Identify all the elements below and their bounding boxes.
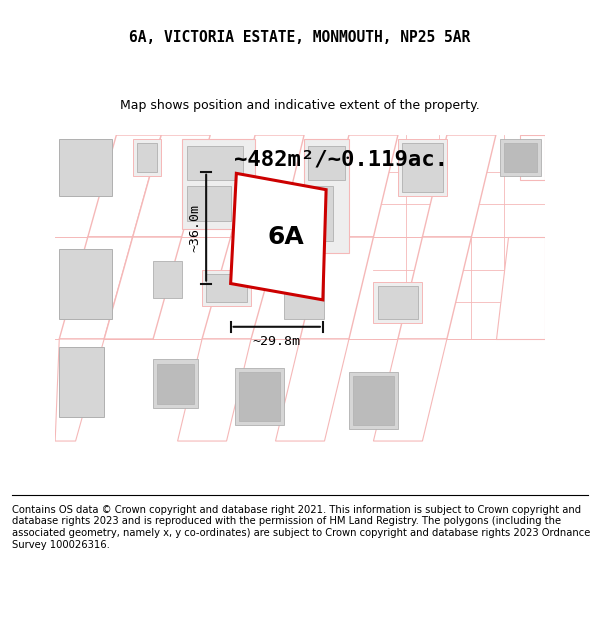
Polygon shape [202, 269, 251, 306]
Text: ~29.8m: ~29.8m [253, 335, 301, 348]
Polygon shape [153, 261, 182, 298]
Polygon shape [230, 135, 304, 237]
Polygon shape [133, 139, 161, 176]
Polygon shape [402, 143, 443, 192]
Polygon shape [59, 237, 133, 339]
Polygon shape [59, 347, 104, 416]
Polygon shape [88, 135, 161, 237]
Polygon shape [202, 237, 280, 339]
Polygon shape [308, 146, 345, 180]
Text: ~36.0m: ~36.0m [188, 204, 201, 252]
Polygon shape [422, 135, 496, 237]
Polygon shape [104, 237, 182, 339]
Polygon shape [500, 139, 541, 176]
Polygon shape [235, 368, 284, 425]
Text: 6A, VICTORIA ESTATE, MONMOUTH, NP25 5AR: 6A, VICTORIA ESTATE, MONMOUTH, NP25 5AR [130, 30, 470, 45]
Polygon shape [373, 339, 447, 441]
Text: 6A: 6A [267, 224, 304, 249]
Polygon shape [325, 135, 398, 237]
Polygon shape [520, 135, 545, 180]
Polygon shape [349, 372, 398, 429]
Polygon shape [153, 359, 198, 408]
Polygon shape [137, 143, 157, 172]
Polygon shape [304, 139, 349, 253]
Polygon shape [300, 237, 373, 339]
Polygon shape [59, 249, 112, 319]
Text: Map shows position and indicative extent of the property.: Map shows position and indicative extent… [120, 99, 480, 112]
Polygon shape [284, 274, 325, 319]
Polygon shape [353, 376, 394, 425]
Text: Contains OS data © Crown copyright and database right 2021. This information is : Contains OS data © Crown copyright and d… [12, 505, 590, 549]
Polygon shape [238, 186, 314, 279]
Polygon shape [182, 139, 255, 229]
Polygon shape [133, 135, 210, 237]
Polygon shape [398, 237, 472, 339]
Polygon shape [187, 186, 230, 221]
Polygon shape [504, 143, 536, 172]
Text: ~482m²/~0.119ac.: ~482m²/~0.119ac. [234, 149, 448, 169]
Polygon shape [275, 339, 349, 441]
Polygon shape [187, 146, 243, 180]
Polygon shape [398, 139, 447, 196]
Polygon shape [377, 286, 418, 319]
Polygon shape [496, 237, 545, 339]
Polygon shape [59, 139, 112, 196]
Polygon shape [239, 372, 280, 421]
Polygon shape [55, 339, 104, 441]
Polygon shape [373, 282, 422, 322]
Polygon shape [206, 274, 247, 302]
Polygon shape [178, 339, 251, 441]
Polygon shape [308, 186, 332, 241]
Polygon shape [157, 364, 194, 404]
Polygon shape [230, 173, 326, 300]
